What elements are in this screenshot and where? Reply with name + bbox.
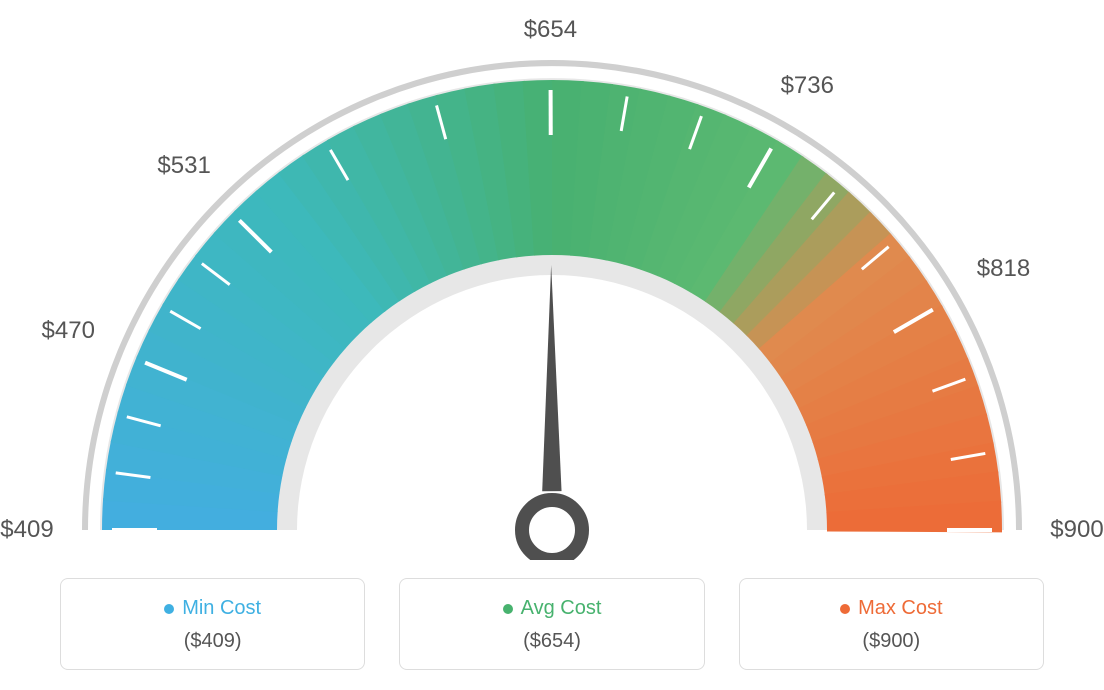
gauge-svg [0,0,1104,560]
dot-icon [840,604,850,614]
legend-row: Min Cost ($409) Avg Cost ($654) Max Cost… [0,578,1104,670]
gauge-tick-label: $470 [42,317,95,345]
gauge-tick-label: $900 [1050,516,1103,544]
gauge-tick-label: $654 [524,16,577,44]
gauge-tick-label: $409 [0,516,53,544]
legend-max: Max Cost ($900) [739,578,1044,670]
legend-avg-value: ($654) [400,630,703,653]
legend-max-value: ($900) [740,630,1043,653]
legend-min-value: ($409) [61,630,364,653]
legend-min-label: Min Cost [182,597,261,620]
legend-min: Min Cost ($409) [60,578,365,670]
cost-gauge: $409 $470 $531 $654 $736 $818 $900 [0,0,1104,560]
dot-icon [164,604,174,614]
legend-avg: Avg Cost ($654) [399,578,704,670]
gauge-tick-label: $736 [781,72,834,100]
gauge-tick-label: $818 [977,255,1030,283]
legend-max-label: Max Cost [858,597,942,620]
legend-avg-label: Avg Cost [521,597,602,620]
dot-icon [503,604,513,614]
gauge-tick-label: $531 [157,152,210,180]
